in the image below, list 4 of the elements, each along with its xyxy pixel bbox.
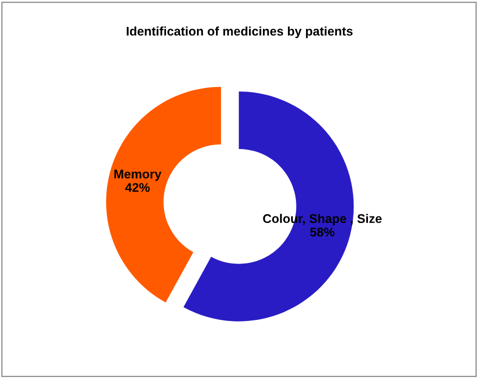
data-label: 42% xyxy=(125,183,150,192)
data-label: 58% xyxy=(310,228,334,236)
slice-label: Memory xyxy=(114,170,162,181)
chart-title: Identification of medicines by patients xyxy=(126,26,353,38)
